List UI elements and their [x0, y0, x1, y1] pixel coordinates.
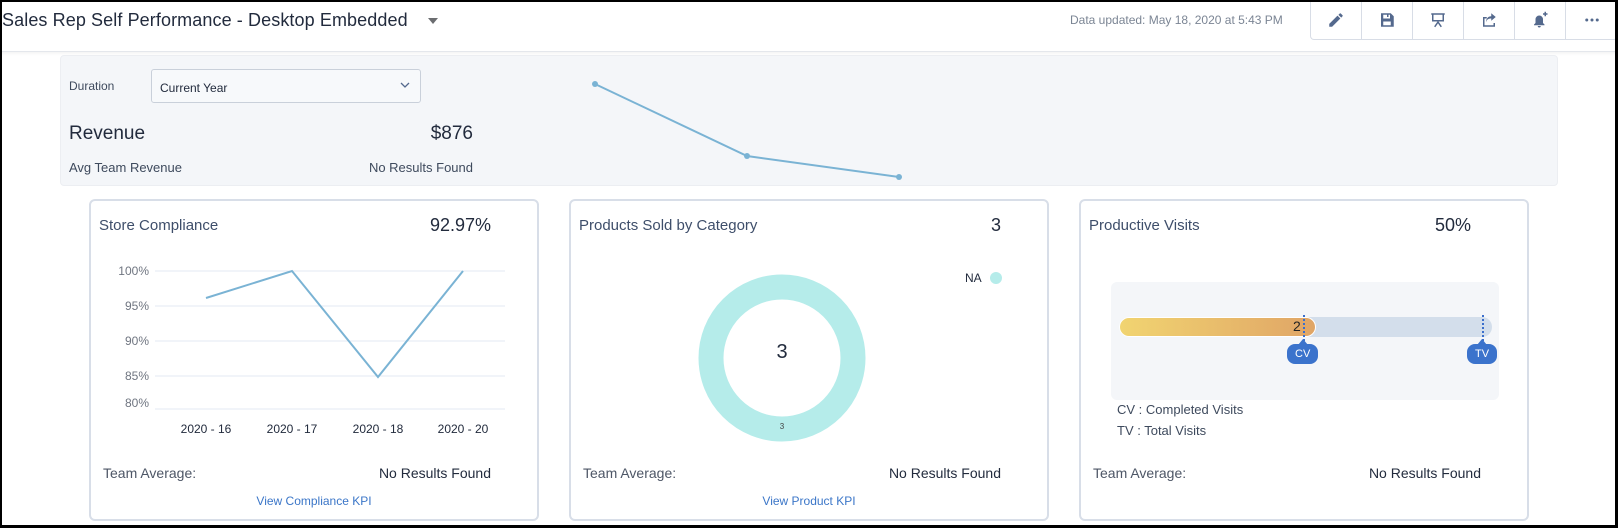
- cv-tag: CV: [1287, 339, 1319, 364]
- cv-marker: [1303, 315, 1305, 341]
- store-compliance-line-chart: 100% 95% 90% 85% 80% 2020 - 16 2020 - 17…: [118, 264, 505, 436]
- dashboard-title: Sales Rep Self Performance - Desktop Emb…: [2, 10, 408, 30]
- donut-slice-na[interactable]: [698, 274, 866, 442]
- team-average-label: Team Average:: [583, 465, 677, 481]
- svg-text:85%: 85%: [125, 369, 149, 383]
- legend-dot-icon: [989, 272, 1002, 284]
- products-donut-chart: [698, 274, 866, 442]
- svg-text:2020 - 18: 2020 - 18: [353, 422, 404, 436]
- revenue-label: Revenue: [69, 123, 146, 144]
- team-average-label: Team Average:: [1093, 465, 1187, 481]
- avg-team-revenue-value: No Results Found: [368, 160, 473, 175]
- more-icon: [1584, 18, 1599, 21]
- legend-tv: TV : Total Visits: [1117, 423, 1207, 438]
- share-icon: [1483, 12, 1496, 27]
- revenue-value: $876: [430, 123, 473, 144]
- dashboard-toolbar: [1310, 0, 1618, 40]
- legend-cv: CV : Completed Visits: [1117, 402, 1244, 417]
- duration-label: Duration: [69, 79, 115, 93]
- completed-visits-value: 2: [1293, 318, 1301, 334]
- duration-selected-value: Current Year: [160, 81, 228, 95]
- card-title: Productive Visits: [1089, 217, 1200, 234]
- visits-bullet-chart: 2 CV TV: [1111, 282, 1499, 400]
- sparkline-point[interactable]: [896, 174, 902, 180]
- card-kpi-value: 50%: [1434, 215, 1471, 235]
- card-title: Products Sold by Category: [579, 217, 758, 234]
- completed-visits-bar[interactable]: [1119, 317, 1316, 337]
- donut-slice-label: 3: [779, 422, 785, 431]
- store-compliance-card: Store Compliance 92.97% 100% 95% 90% 85%…: [89, 199, 539, 521]
- svg-text:2020 - 20: 2020 - 20: [438, 422, 489, 436]
- team-average-value: No Results Found: [888, 465, 1001, 481]
- svg-text:100%: 100%: [118, 264, 149, 278]
- tv-tag: TV: [1467, 339, 1498, 364]
- team-average-value: No Results Found: [378, 465, 491, 481]
- svg-text:2020 - 16: 2020 - 16: [181, 422, 232, 436]
- card-title: Store Compliance: [99, 217, 219, 234]
- presentation-icon: [1431, 12, 1445, 27]
- notify-button[interactable]: [1515, 0, 1566, 39]
- dashboard-header: Sales Rep Self Performance - Desktop Emb…: [0, 0, 1618, 52]
- edit-button[interactable]: [1311, 0, 1362, 39]
- save-button[interactable]: [1362, 0, 1413, 39]
- data-updated-timestamp: Data updated: May 18, 2020 at 5:43 PM: [1070, 13, 1283, 27]
- svg-text:95%: 95%: [125, 299, 149, 313]
- sparkline-point[interactable]: [592, 81, 598, 87]
- legend-label-na: NA: [965, 271, 982, 285]
- duration-select[interactable]: Current Year: [151, 69, 421, 103]
- team-average-value: No Results Found: [1368, 465, 1481, 481]
- svg-text:90%: 90%: [125, 334, 149, 348]
- chevron-down-icon: [400, 82, 410, 88]
- present-button[interactable]: [1413, 0, 1464, 39]
- revenue-panel: Duration Current Year Revenue $876 Avg T…: [60, 55, 1558, 186]
- products-sold-card: Products Sold by Category 3 3 3 NA Team …: [569, 199, 1049, 521]
- sparkline-point[interactable]: [744, 153, 750, 159]
- title-dropdown-caret-icon[interactable]: [428, 18, 438, 24]
- tv-marker: [1482, 315, 1484, 341]
- svg-text:80%: 80%: [125, 396, 149, 410]
- avg-team-revenue-label: Avg Team Revenue: [69, 160, 182, 175]
- save-icon: [1381, 12, 1394, 27]
- donut-center-value: 3: [776, 341, 788, 363]
- pencil-icon: [1329, 12, 1343, 27]
- view-product-kpi-link[interactable]: View Product KPI: [762, 494, 856, 508]
- svg-text:2020 - 17: 2020 - 17: [267, 422, 318, 436]
- more-actions-button[interactable]: [1566, 0, 1617, 39]
- share-button[interactable]: [1464, 0, 1515, 39]
- donut-legend: NA: [965, 271, 1002, 285]
- card-kpi-value: 92.97%: [429, 215, 491, 235]
- revenue-sparkline-chart: [592, 81, 902, 180]
- card-kpi-value: 3: [990, 215, 1001, 235]
- view-compliance-kpi-link[interactable]: View Compliance KPI: [256, 494, 372, 508]
- bell-plus-icon: [1534, 11, 1548, 27]
- productive-visits-card: Productive Visits 50% 2 CV TV CV : Compl…: [1079, 199, 1529, 521]
- team-average-label: Team Average:: [103, 465, 197, 481]
